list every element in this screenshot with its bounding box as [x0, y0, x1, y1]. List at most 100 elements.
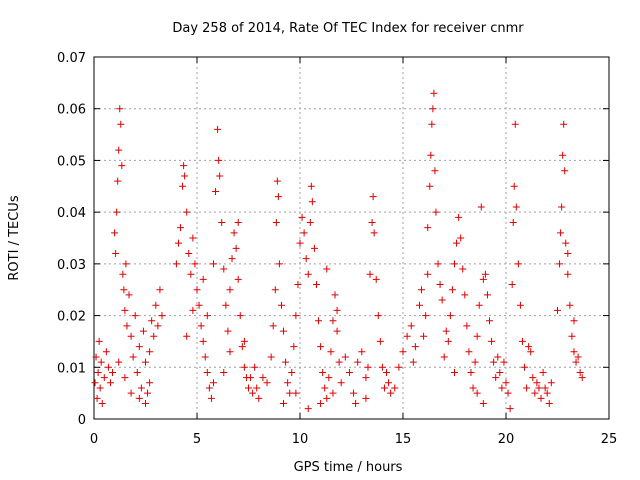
data-point	[467, 368, 475, 376]
data-point	[415, 301, 423, 309]
data-point	[146, 348, 154, 356]
data-point	[545, 399, 553, 407]
data-point	[418, 286, 426, 294]
y-tick-label: 0.05	[57, 154, 86, 169]
data-point	[240, 363, 248, 371]
data-point	[280, 327, 288, 335]
data-point	[368, 218, 376, 226]
data-point	[537, 394, 545, 402]
data-point	[380, 384, 388, 392]
data-point	[345, 368, 353, 376]
data-point	[274, 193, 282, 201]
data-point	[486, 317, 494, 325]
data-point	[317, 399, 325, 407]
data-point	[541, 384, 549, 392]
data-point	[424, 224, 432, 232]
data-point	[183, 208, 191, 216]
data-point	[448, 286, 456, 294]
data-point	[174, 239, 182, 247]
data-point	[427, 151, 435, 159]
data-point	[358, 348, 366, 356]
data-point	[195, 301, 203, 309]
data-point	[333, 306, 341, 314]
data-point	[535, 384, 543, 392]
data-point	[142, 399, 149, 407]
data-point	[95, 337, 103, 345]
data-point	[238, 343, 246, 351]
data-point	[465, 348, 473, 356]
data-point	[576, 368, 584, 376]
data-point	[286, 389, 294, 397]
data-point	[100, 374, 108, 382]
data-point	[269, 322, 277, 330]
data-point	[203, 368, 211, 376]
data-point	[135, 343, 143, 351]
data-point	[352, 399, 360, 407]
data-point	[337, 379, 345, 387]
data-point	[369, 193, 377, 201]
data-point	[148, 317, 156, 325]
data-point	[120, 286, 128, 294]
data-point	[91, 379, 99, 387]
data-point	[350, 389, 358, 397]
data-point	[364, 363, 372, 371]
data-point	[429, 105, 437, 113]
data-point	[127, 332, 135, 340]
data-point	[498, 384, 506, 392]
data-point	[189, 306, 197, 314]
data-point	[224, 327, 232, 335]
data-point	[177, 224, 185, 232]
data-point	[370, 229, 378, 237]
data-point	[494, 353, 502, 361]
data-point	[180, 162, 188, 170]
data-point	[444, 337, 452, 345]
data-point	[222, 301, 230, 309]
data-point	[310, 244, 318, 252]
data-point	[92, 353, 100, 361]
data-point	[197, 322, 205, 330]
data-point	[432, 208, 440, 216]
data-point	[183, 332, 191, 340]
data-point	[232, 244, 240, 252]
data-point	[288, 368, 296, 376]
data-point	[327, 348, 335, 356]
data-point	[121, 374, 129, 382]
data-point	[226, 286, 234, 294]
data-point	[488, 337, 496, 345]
data-point	[96, 384, 104, 392]
data-point	[471, 358, 479, 366]
plot-frame	[93, 56, 610, 420]
data-point	[152, 301, 160, 309]
data-point	[329, 389, 337, 397]
data-point	[362, 394, 370, 402]
data-point	[312, 281, 320, 289]
data-point	[385, 379, 393, 387]
data-point	[409, 358, 417, 366]
y-tick-label: 0.04	[57, 206, 86, 221]
x-axis-label: GPS time / hours	[294, 460, 403, 475]
data-point	[431, 167, 439, 175]
data-point	[335, 358, 343, 366]
data-point	[323, 265, 331, 273]
data-point	[323, 394, 331, 402]
data-point	[111, 229, 119, 237]
chart-title: Day 258 of 2014, Rate Of TEC Index for r…	[172, 21, 524, 36]
data-point	[428, 120, 436, 128]
data-point	[172, 260, 180, 268]
data-point	[453, 239, 461, 247]
data-point	[273, 177, 281, 185]
data-point	[240, 337, 248, 345]
data-point	[578, 374, 586, 382]
x-tick-label: 0	[90, 432, 98, 447]
data-point	[325, 374, 333, 382]
data-point	[133, 368, 141, 376]
data-point	[473, 389, 481, 397]
data-point	[118, 162, 126, 170]
data-point	[304, 405, 312, 413]
data-point	[94, 368, 102, 376]
data-point	[574, 353, 582, 361]
data-point	[154, 322, 162, 330]
data-point	[570, 317, 578, 325]
data-point	[201, 353, 209, 361]
